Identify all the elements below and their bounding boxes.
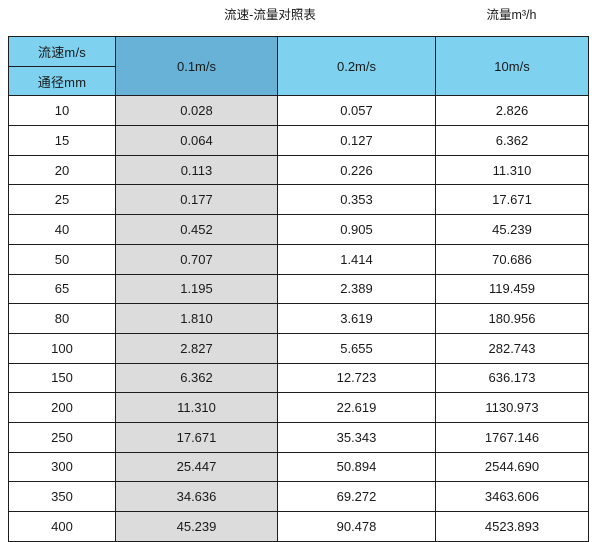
row-header-dn: 400 — [8, 511, 116, 542]
cell-value: 0.177 — [115, 184, 278, 216]
cell-value: 11.310 — [115, 392, 278, 423]
table-row: 50 0.707 1.414 70.686 — [8, 243, 589, 275]
cell-value: 119.459 — [435, 273, 589, 305]
row-header-dn: 100 — [8, 332, 116, 364]
cell-value: 6.362 — [115, 362, 278, 394]
cell-value: 22.619 — [277, 392, 436, 423]
table-row: 150 6.362 12.723 636.173 — [8, 362, 589, 394]
cell-value: 3.619 — [277, 303, 436, 334]
cell-value: 2.826 — [435, 95, 589, 127]
cell-value: 3463.606 — [435, 481, 589, 512]
table-row: 250 17.671 35.343 1767.146 — [8, 421, 589, 453]
cell-value: 34.636 — [115, 481, 278, 512]
row-header-dn: 10 — [8, 95, 116, 127]
cell-value: 45.239 — [435, 214, 589, 245]
cell-value: 0.127 — [277, 125, 436, 156]
cell-value: 45.239 — [115, 511, 278, 542]
row-header-dn: 65 — [8, 273, 116, 305]
table-header-row-velocity: 流速m/s 0.1m/s 0.2m/s 10m/s — [8, 35, 589, 97]
cell-value: 5.655 — [277, 332, 436, 364]
cell-value: 636.173 — [435, 362, 589, 394]
cell-value: 50.894 — [277, 451, 436, 483]
table-row: 10 0.028 0.057 2.826 — [8, 95, 589, 127]
table-row: 65 1.195 2.389 119.459 — [8, 273, 589, 305]
row-header-dn: 150 — [8, 362, 116, 394]
cell-value: 17.671 — [115, 421, 278, 453]
corner-header-velocity-label: 流速m/s — [8, 36, 116, 67]
cell-value: 17.671 — [435, 184, 589, 216]
table-row: 300 25.447 50.894 2544.690 — [8, 451, 589, 483]
cell-value: 11.310 — [435, 154, 589, 186]
row-header-dn: 20 — [8, 154, 116, 186]
column-header-1: 0.2m/s — [277, 35, 436, 97]
cell-value: 0.707 — [115, 243, 278, 275]
table-body: 流速m/s 0.1m/s 0.2m/s 10m/s 通径mm 10 0.028 … — [8, 35, 589, 542]
cell-value: 35.343 — [277, 421, 436, 453]
table-header-row-diameter: 通径mm — [8, 65, 589, 97]
table-row: 350 34.636 69.272 3463.606 — [8, 481, 589, 512]
table-row: 200 11.310 22.619 1130.973 — [8, 392, 589, 423]
row-header-dn: 25 — [8, 184, 116, 216]
cell-value: 0.905 — [277, 214, 436, 245]
table-row: 100 2.827 5.655 282.743 — [8, 332, 589, 364]
cell-value: 70.686 — [435, 243, 589, 275]
table-row: 25 0.177 0.353 17.671 — [8, 184, 589, 216]
flow-rate-table-container: 流速m/s 0.1m/s 0.2m/s 10m/s 通径mm 10 0.028 … — [8, 35, 589, 542]
cell-value: 0.064 — [115, 125, 278, 156]
cell-value: 1.810 — [115, 303, 278, 334]
flow-rate-table: 流速m/s 0.1m/s 0.2m/s 10m/s 通径mm 10 0.028 … — [8, 35, 589, 542]
table-row: 15 0.064 0.127 6.362 — [8, 125, 589, 156]
cell-value: 180.956 — [435, 303, 589, 334]
row-header-dn: 15 — [8, 125, 116, 156]
cell-value: 282.743 — [435, 332, 589, 364]
table-row: 400 45.239 90.478 4523.893 — [8, 511, 589, 542]
cell-value: 0.452 — [115, 214, 278, 245]
row-header-dn: 200 — [8, 392, 116, 423]
table-row: 20 0.113 0.226 11.310 — [8, 154, 589, 186]
row-header-dn: 350 — [8, 481, 116, 512]
table-row: 40 0.452 0.905 45.239 — [8, 214, 589, 245]
cell-value: 4523.893 — [435, 511, 589, 542]
table-row: 80 1.810 3.619 180.956 — [8, 303, 589, 334]
cell-value: 6.362 — [435, 125, 589, 156]
cell-value: 0.353 — [277, 184, 436, 216]
cell-value: 2.827 — [115, 332, 278, 364]
cell-value: 2544.690 — [435, 451, 589, 483]
cell-value: 1.195 — [115, 273, 278, 305]
row-header-dn: 300 — [8, 451, 116, 483]
corner-header-diameter-label: 通径mm — [8, 65, 116, 97]
chart-title: 流速-流量对照表 — [224, 8, 316, 22]
cell-value: 0.226 — [277, 154, 436, 186]
cell-value: 90.478 — [277, 511, 436, 542]
cell-value: 69.272 — [277, 481, 436, 512]
column-header-2: 10m/s — [435, 35, 589, 97]
caption-row: 流速-流量对照表 流量m³/h — [0, 0, 600, 30]
cell-value: 1.414 — [277, 243, 436, 275]
row-header-dn: 250 — [8, 421, 116, 453]
cell-value: 0.057 — [277, 95, 436, 127]
cell-value: 1767.146 — [435, 421, 589, 453]
cell-value: 0.113 — [115, 154, 278, 186]
cell-value: 0.028 — [115, 95, 278, 127]
cell-value: 2.389 — [277, 273, 436, 305]
row-header-dn: 80 — [8, 303, 116, 334]
cell-value: 25.447 — [115, 451, 278, 483]
row-header-dn: 50 — [8, 243, 116, 275]
cell-value: 12.723 — [277, 362, 436, 394]
column-header-0: 0.1m/s — [115, 35, 278, 97]
cell-value: 1130.973 — [435, 392, 589, 423]
row-header-dn: 40 — [8, 214, 116, 245]
flow-unit-label: 流量m³/h — [486, 8, 537, 22]
